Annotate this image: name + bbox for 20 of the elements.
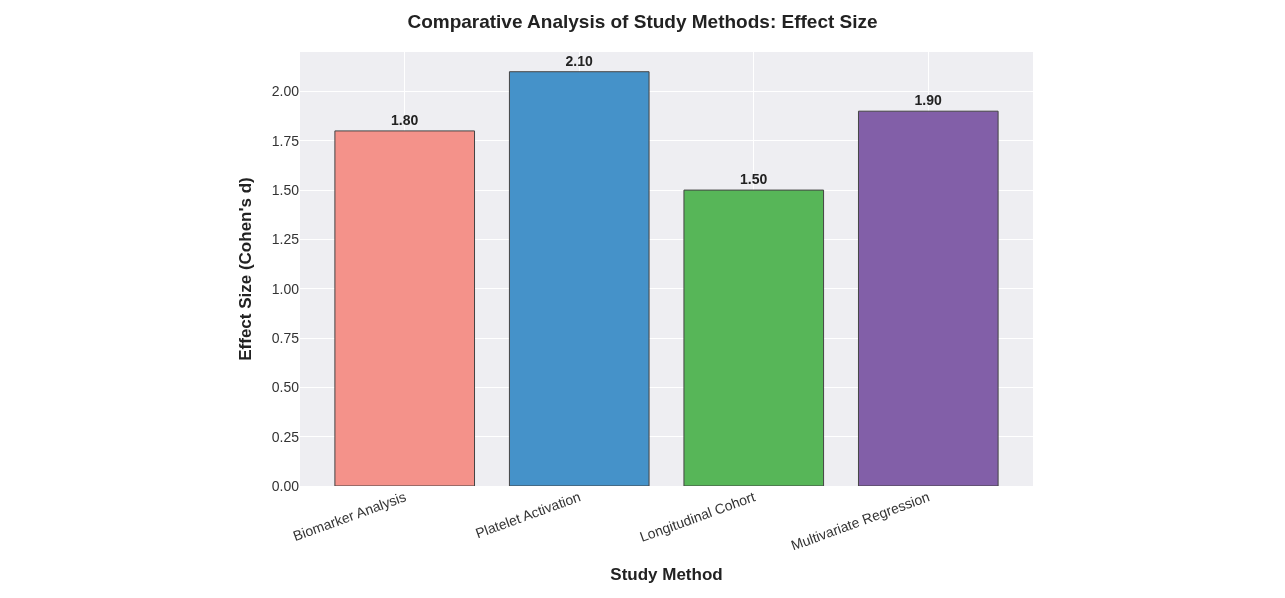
- data-label: 2.10: [565, 52, 593, 69]
- chart-title: Comparative Analysis of Study Methods: Effect Size: [407, 11, 878, 33]
- data-label: 1.90: [914, 92, 943, 109]
- x-axis-title: Study Method: [610, 564, 723, 584]
- y-tick-label: 0.50: [271, 379, 300, 396]
- bar: [683, 189, 825, 486]
- bar: [857, 110, 999, 486]
- bar: [334, 130, 476, 486]
- data-label: 1.80: [390, 111, 419, 128]
- y-tick-label: 1.75: [271, 132, 300, 149]
- y-axis-title: Effect Size (Cohen's d): [236, 177, 256, 361]
- y-tick-label: 1.00: [271, 280, 300, 297]
- y-tick-label: 0.75: [271, 329, 300, 346]
- y-tick-label: 1.50: [271, 181, 300, 198]
- y-tick-label: 1.25: [271, 231, 300, 248]
- bar: [508, 71, 650, 486]
- y-tick-label: 0.00: [271, 477, 300, 494]
- y-tick-label: 0.25: [271, 428, 300, 445]
- data-label: 1.50: [740, 171, 768, 188]
- y-tick-label: 2.00: [271, 83, 300, 100]
